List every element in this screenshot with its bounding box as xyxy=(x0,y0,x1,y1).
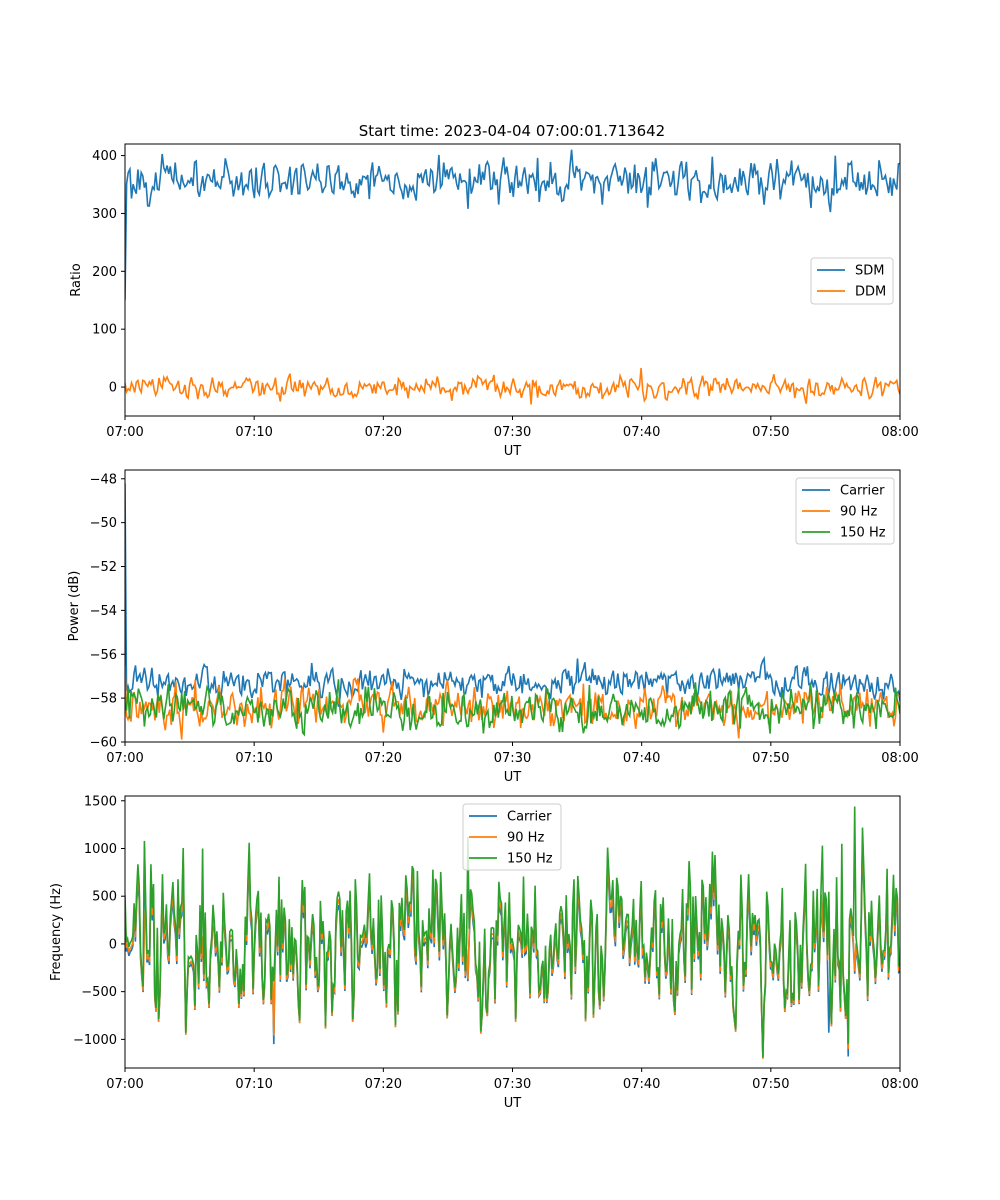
x-tick-label: 07:40 xyxy=(623,1077,660,1092)
y-tick-label: 0 xyxy=(109,381,117,396)
x-axis-label: UT xyxy=(504,444,522,459)
series-line-150-hz xyxy=(125,806,900,1058)
x-tick-label: 07:10 xyxy=(235,1077,272,1092)
x-tick-label: 07:50 xyxy=(752,751,789,766)
x-tick-label: 07:00 xyxy=(106,425,143,440)
x-tick-label: 07:40 xyxy=(623,751,660,766)
x-tick-label: 08:00 xyxy=(881,425,918,440)
x-tick-label: 08:00 xyxy=(881,751,918,766)
legend: SDM DDM xyxy=(810,257,894,305)
series-line-150-hz xyxy=(125,679,900,737)
x-tick-label: 07:20 xyxy=(365,751,402,766)
x-tick-label: 07:30 xyxy=(494,1077,531,1092)
y-tick-label: 1000 xyxy=(84,842,117,857)
x-axis-label: UT xyxy=(504,1096,522,1111)
legend: Carrier 90 Hz 150 Hz xyxy=(462,803,562,871)
chart-panel-3: 07:00 07:10 07:20 07:30 07:40 07:50 08:00 −1000… xyxy=(49,794,919,1111)
y-tick-label: −52 xyxy=(90,560,117,575)
legend-entry: Carrier xyxy=(507,810,552,825)
legend-entry: DDM xyxy=(855,285,886,300)
x-tick-label: 07:20 xyxy=(365,425,402,440)
y-tick-label: −56 xyxy=(90,648,117,663)
x-tick-label: 07:40 xyxy=(623,425,660,440)
legend-entry: 150 Hz xyxy=(840,526,886,541)
y-tick-label: −48 xyxy=(90,472,117,487)
series-line-ddm xyxy=(125,367,900,405)
x-tick-label: 07:50 xyxy=(752,1077,789,1092)
y-tick-label: −54 xyxy=(90,604,117,619)
y-tick-label: −58 xyxy=(90,692,117,707)
y-tick-label: 100 xyxy=(92,323,117,338)
legend-entry: 90 Hz xyxy=(840,505,877,520)
legend: Carrier 90 Hz 150 Hz xyxy=(795,477,895,545)
x-tick-label: 07:10 xyxy=(235,751,272,766)
y-tick-label: 500 xyxy=(92,890,117,905)
legend-box xyxy=(795,477,895,545)
x-axis-label: UT xyxy=(504,770,522,785)
y-tick-label: 200 xyxy=(92,265,117,280)
y-tick-label: −500 xyxy=(81,985,117,1000)
chart-panel-1: 07:00 07:10 07:20 07:30 07:40 07:50 08:00 0 100 2… xyxy=(69,143,919,459)
y-tick-label: −60 xyxy=(90,736,117,751)
y-axis-label: Frequency (Hz) xyxy=(49,883,64,981)
series-line-carrier xyxy=(125,483,900,707)
legend-entry: SDM xyxy=(855,264,884,279)
chart-panel-2: 07:00 07:10 07:20 07:30 07:40 07:50 08:00 −60 −5… xyxy=(67,469,919,785)
y-axis-label: Ratio xyxy=(69,263,84,296)
x-tick-label: 07:10 xyxy=(235,425,272,440)
legend-entry: 150 Hz xyxy=(507,852,553,867)
legend-entry: Carrier xyxy=(840,484,885,499)
x-tick-label: 07:30 xyxy=(494,425,531,440)
y-tick-label: 0 xyxy=(109,937,117,952)
y-axis-label: Power (dB) xyxy=(67,571,82,642)
y-tick-label: −50 xyxy=(90,516,117,531)
legend-box xyxy=(462,803,562,871)
figure-title: Start time: 2023-04-04 07:00:01.713642 xyxy=(359,122,665,140)
x-tick-label: 07:20 xyxy=(365,1077,402,1092)
x-tick-label: 08:00 xyxy=(881,1077,918,1092)
x-tick-label: 07:00 xyxy=(106,1077,143,1092)
y-tick-label: 300 xyxy=(92,207,117,222)
x-tick-label: 07:50 xyxy=(752,425,789,440)
series-line-sdm xyxy=(125,149,900,301)
y-tick-label: −1000 xyxy=(73,1033,117,1048)
x-tick-label: 07:00 xyxy=(106,751,143,766)
y-tick-label: 1500 xyxy=(84,794,117,809)
y-tick-label: 400 xyxy=(92,149,117,164)
x-tick-label: 07:30 xyxy=(494,751,531,766)
legend-entry: 90 Hz xyxy=(507,831,544,846)
